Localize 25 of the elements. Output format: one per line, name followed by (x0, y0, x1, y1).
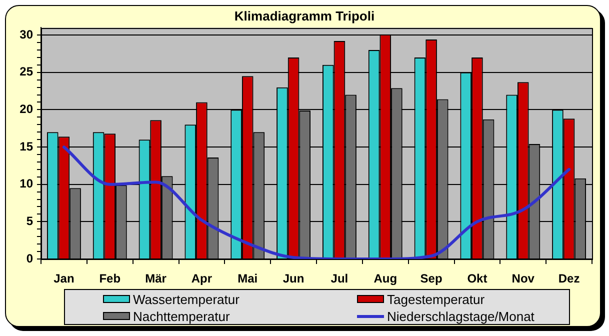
x-tick-label: Jul (330, 272, 348, 286)
y-tick-label: 30 (20, 27, 34, 42)
x-tick-label: Sep (420, 272, 442, 286)
legend-label: Niederschlagstage/Monat (387, 308, 534, 324)
x-tick-label: Feb (99, 272, 121, 286)
x-tick-label: Mai (238, 272, 258, 286)
legend-label: Wassertemperatur (133, 292, 240, 306)
y-tick-label: 25 (20, 64, 34, 79)
legend-label: Nachttemperatur (133, 308, 230, 324)
y-tick-label: 20 (20, 102, 34, 116)
line-series (62, 146, 571, 259)
x-tick-label: Aug (374, 272, 398, 286)
x-tick-label: Mär (145, 272, 167, 286)
x-tick-label: Jun (282, 272, 304, 286)
y-tick-label: 5 (26, 214, 34, 228)
legend-label: Tagestemperatur (387, 292, 485, 306)
x-tick-label: Jan (54, 272, 74, 286)
y-tick-label: 0 (26, 251, 34, 266)
x-tick-label: Okt (467, 272, 488, 286)
x-tick-label: Dez (558, 272, 580, 286)
y-tick-label: 10 (20, 176, 34, 191)
x-tick-label: Apr (191, 272, 212, 286)
y-tick-label: 15 (20, 139, 34, 154)
x-tick-label: Nov (512, 272, 535, 286)
chart-title: Klimadiagramm Tripoli (234, 8, 375, 24)
